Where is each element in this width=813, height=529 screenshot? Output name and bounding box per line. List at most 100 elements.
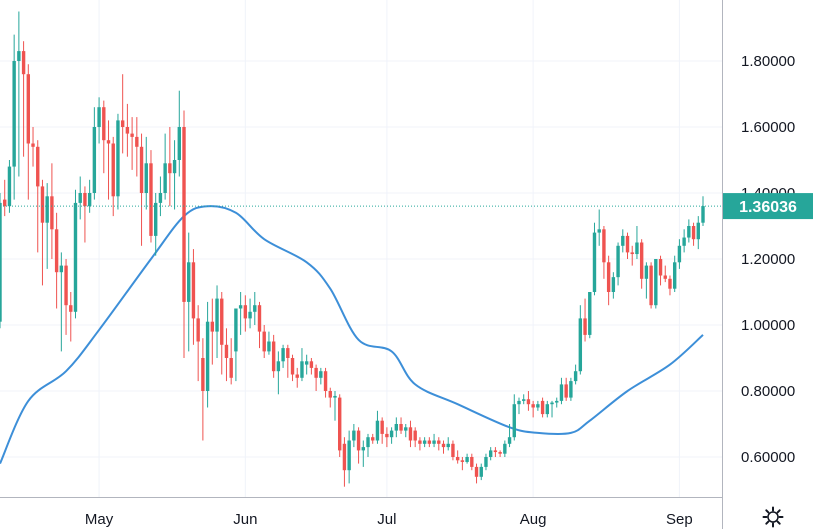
candle-body bbox=[536, 404, 540, 408]
candle bbox=[677, 239, 682, 269]
candle-body bbox=[59, 265, 64, 273]
candle-body bbox=[290, 358, 295, 375]
candle bbox=[0, 193, 2, 329]
candle-body bbox=[488, 450, 493, 457]
candle-body bbox=[503, 443, 507, 454]
candle-body bbox=[295, 374, 299, 378]
candle-body bbox=[366, 437, 370, 448]
candle-body bbox=[111, 143, 115, 197]
candle-body bbox=[493, 450, 498, 453]
time-axis[interactable]: May Jun Jul Aug Sep bbox=[85, 511, 693, 528]
candle bbox=[304, 354, 309, 375]
candle bbox=[3, 179, 7, 217]
candle-body bbox=[347, 440, 351, 471]
candle bbox=[36, 140, 40, 253]
candle-body bbox=[498, 452, 502, 454]
candle bbox=[583, 298, 587, 342]
candle bbox=[687, 219, 691, 243]
candle-body bbox=[130, 133, 134, 137]
candle-body bbox=[672, 262, 677, 289]
candle bbox=[422, 437, 427, 448]
candle bbox=[545, 400, 550, 418]
candle-body bbox=[658, 259, 663, 276]
candle-body bbox=[21, 51, 26, 75]
candle-body bbox=[139, 146, 144, 193]
candle-body bbox=[602, 229, 606, 263]
price-tick-label: 1.60000 bbox=[741, 119, 795, 136]
candle-body bbox=[441, 443, 446, 448]
candle bbox=[328, 387, 332, 408]
gear-icon[interactable] bbox=[762, 506, 784, 528]
candle-body bbox=[451, 443, 455, 457]
candle bbox=[31, 127, 35, 167]
candle bbox=[394, 417, 399, 438]
candle bbox=[139, 133, 144, 246]
candle bbox=[479, 463, 483, 481]
candle bbox=[187, 232, 191, 352]
candle-body bbox=[418, 440, 422, 444]
candle bbox=[625, 232, 630, 259]
candle-body bbox=[573, 371, 578, 382]
candle-body bbox=[385, 433, 389, 438]
candle-body bbox=[248, 311, 252, 319]
candle bbox=[201, 338, 205, 441]
candle bbox=[83, 186, 87, 243]
candle bbox=[578, 305, 583, 375]
candle bbox=[564, 377, 568, 401]
candle bbox=[682, 229, 686, 253]
candle bbox=[92, 107, 97, 200]
candle bbox=[21, 41, 26, 157]
candle-body bbox=[555, 400, 559, 403]
candle bbox=[87, 179, 92, 213]
candle-body bbox=[559, 384, 564, 401]
grid bbox=[0, 0, 722, 497]
candle-body bbox=[144, 163, 148, 193]
candle bbox=[338, 394, 342, 457]
candle bbox=[210, 298, 215, 365]
candle bbox=[389, 427, 394, 444]
candle bbox=[234, 308, 238, 382]
candle-body bbox=[455, 457, 460, 461]
candle-body bbox=[257, 305, 262, 332]
candle bbox=[507, 424, 512, 448]
candle-body bbox=[682, 237, 686, 246]
candle-body bbox=[45, 196, 49, 223]
candle-body bbox=[304, 361, 309, 365]
price-tick-label: 0.80000 bbox=[741, 383, 795, 400]
candle bbox=[26, 64, 31, 200]
candle bbox=[540, 397, 545, 418]
candle bbox=[238, 292, 243, 335]
candle bbox=[559, 377, 564, 405]
time-tick-label: Sep bbox=[666, 511, 693, 528]
candle bbox=[701, 196, 705, 226]
candle-body bbox=[163, 163, 167, 193]
candle-body bbox=[120, 120, 125, 127]
candle bbox=[371, 433, 375, 444]
candle-body bbox=[87, 193, 92, 207]
candle bbox=[380, 417, 384, 444]
candle-body bbox=[616, 245, 620, 278]
candle bbox=[182, 110, 186, 358]
candle bbox=[59, 252, 64, 352]
candle-body bbox=[234, 308, 238, 352]
candle bbox=[503, 440, 507, 457]
candle-body bbox=[588, 292, 592, 335]
candle-body bbox=[50, 196, 54, 230]
candle bbox=[116, 113, 120, 210]
candle-body bbox=[663, 275, 667, 279]
candle-body bbox=[83, 193, 87, 207]
candle-body bbox=[437, 440, 441, 444]
price-axis[interactable]: 0.600000.800001.000001.200001.400001.600… bbox=[741, 0, 795, 466]
candle-body bbox=[342, 443, 347, 471]
candle bbox=[281, 344, 285, 368]
candle-body bbox=[427, 440, 432, 444]
candle-body bbox=[182, 127, 186, 302]
candle-body bbox=[592, 232, 597, 292]
candle bbox=[493, 447, 498, 457]
candle-body bbox=[550, 402, 554, 405]
candle-body bbox=[338, 397, 342, 451]
candle-body bbox=[64, 265, 68, 306]
candle-body bbox=[639, 242, 644, 279]
candle bbox=[102, 100, 106, 174]
